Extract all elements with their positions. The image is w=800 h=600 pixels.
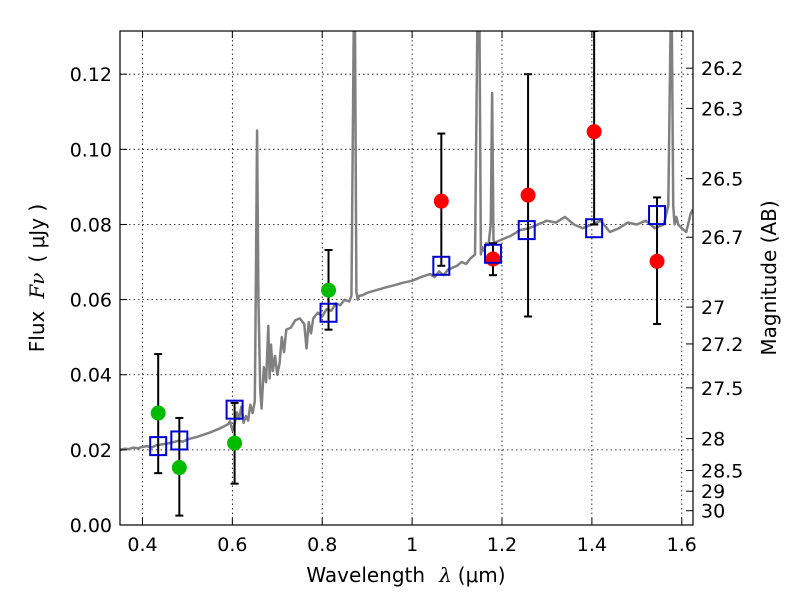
hst-detection-point xyxy=(586,124,602,140)
model-photometry-point xyxy=(170,430,189,451)
model-photometry-point xyxy=(517,220,536,241)
hst-detection-point xyxy=(520,187,536,203)
x-tick-label: 0.6 xyxy=(217,534,247,556)
x-axis-label: Wavelength λ (μm) xyxy=(306,563,505,587)
y2-tick-label: 30 xyxy=(701,501,725,523)
plot-area xyxy=(120,31,693,525)
hst-detection-point xyxy=(649,253,665,269)
x-tick-label: 1.2 xyxy=(487,534,517,556)
optical-detection-point xyxy=(150,405,166,421)
model-photometry-point xyxy=(484,243,503,264)
optical-detection-point xyxy=(321,282,337,298)
y2-tick-label: 26.3 xyxy=(701,98,743,120)
model-photometry-point xyxy=(432,255,451,276)
x-tick-label: 1.6 xyxy=(667,534,697,556)
y2-tick-label: 26.7 xyxy=(701,227,743,249)
y2-tick-label: 28.5 xyxy=(701,461,743,483)
y-tick-label: 0.10 xyxy=(70,139,112,161)
y-tick-label: 0.00 xyxy=(70,515,112,537)
optical-detection-point xyxy=(171,460,187,476)
y-tick-label: 0.02 xyxy=(70,440,112,462)
y-axis: 0.00 0.02 0.04 0.06 0.08 0.10 0.12 xyxy=(70,64,127,537)
model-photometry-point xyxy=(585,218,604,239)
x-tick-label: 1.4 xyxy=(577,534,607,556)
model-sed-layer xyxy=(120,31,693,452)
y2-tick-label: 29 xyxy=(701,481,725,503)
y2-tick-label: 28 xyxy=(701,429,725,451)
model-sed-line xyxy=(120,31,693,452)
x-tick-label: 1 xyxy=(406,534,418,556)
model-photometry-point xyxy=(648,205,667,226)
plot-frame xyxy=(119,30,694,526)
optical-detection-point xyxy=(227,435,243,451)
y2-tick-label: 27 xyxy=(701,297,725,319)
x-axis: 0.4 0.6 0.8 1 1.2 1.4 1.6 xyxy=(127,31,697,556)
y2-axis-label: Magnitude (AB) xyxy=(757,200,781,355)
y2-tick-label: 27.2 xyxy=(701,334,743,356)
model-photometry-point xyxy=(319,302,338,323)
y2-tick-label: 26.2 xyxy=(701,58,743,80)
hst-detection-point xyxy=(485,251,501,267)
model-photometry-point xyxy=(225,399,244,420)
hst-detection-point xyxy=(433,193,449,209)
y-tick-label: 0.12 xyxy=(70,64,112,86)
y-tick-label: 0.08 xyxy=(70,214,112,236)
y2-tick-label: 26.5 xyxy=(701,169,743,191)
points-layer xyxy=(149,124,667,476)
model-photometry-point xyxy=(149,436,168,457)
y2-tick-label: 27.5 xyxy=(701,378,743,400)
x-tick-label: 0.8 xyxy=(307,534,337,556)
y-axis-label: FluxFν( μJy ) xyxy=(25,204,49,352)
y-tick-label: 0.06 xyxy=(70,290,112,312)
x-tick-label: 0.4 xyxy=(127,534,157,556)
y-tick-label: 0.04 xyxy=(70,365,112,387)
